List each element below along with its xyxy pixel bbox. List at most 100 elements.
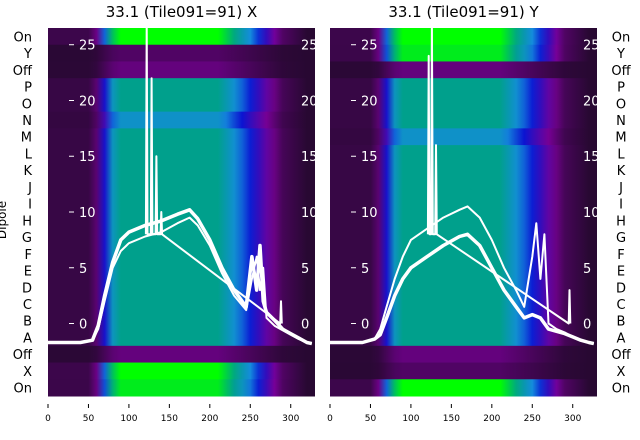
heatmap-row	[48, 345, 315, 364]
x-tick-label: 50	[365, 414, 377, 424]
x-tick-label: 300	[564, 414, 581, 424]
row-label: J	[618, 181, 623, 196]
row-label: J	[27, 181, 32, 196]
row-label: K	[23, 164, 32, 179]
chart-title: 33.1 (Tile091=91) Y	[388, 3, 539, 21]
overlap-y-tick-label: 5	[583, 262, 591, 277]
x-tick-label: 100	[402, 414, 419, 424]
heatmap-row	[48, 161, 315, 180]
inner-y-tick-label: 25	[361, 39, 378, 54]
inner-y-tick-label: 0	[79, 318, 87, 333]
heatmap-row	[330, 94, 597, 113]
row-label: L	[25, 147, 33, 162]
row-label: On	[612, 382, 630, 397]
heatmap-row	[330, 212, 597, 230]
heatmap-row	[330, 262, 597, 280]
x-tick-label: 100	[120, 414, 137, 424]
overlap-y-tick-label: 0	[583, 318, 591, 333]
x-tick-label: 200	[483, 414, 500, 424]
heatmap-row	[48, 145, 315, 163]
inner-y-tick-label: 10	[79, 206, 96, 221]
series-line-2	[48, 208, 313, 346]
inner-y-tick-label: 20	[79, 94, 96, 109]
overlap-y-tick-label: 20	[301, 94, 318, 109]
heatmap-row	[48, 44, 315, 62]
series-spikes	[426, 28, 572, 325]
heatmap-row	[330, 295, 597, 313]
x-tick-label: 300	[282, 414, 299, 424]
heatmap-row	[330, 78, 597, 96]
heatmap-row	[330, 379, 597, 397]
heatmap-row	[330, 329, 597, 347]
x-tick-label: 250	[242, 414, 259, 424]
row-label: H	[616, 214, 626, 229]
row-label: G	[616, 231, 626, 246]
inner-y-tick-label: 25	[79, 39, 96, 54]
heatmap-row	[48, 228, 315, 246]
heatmap-row	[48, 312, 315, 330]
row-label: A	[23, 331, 32, 346]
row-label: E	[24, 265, 32, 280]
row-label: H	[22, 214, 32, 229]
row-label: X	[617, 365, 626, 380]
heatmap-row	[48, 295, 315, 313]
row-label: K	[617, 164, 626, 179]
inner-y-tick-label: 20	[361, 94, 378, 109]
overlap-y-tick-label: 0	[301, 318, 309, 333]
row-label: E	[617, 265, 625, 280]
overlap-y-tick-label: 20	[583, 94, 600, 109]
series-line-2	[330, 232, 595, 346]
row-label: O	[22, 97, 32, 112]
row-label: B	[23, 315, 32, 330]
row-label: X	[23, 365, 32, 380]
heatmap-row	[330, 228, 597, 246]
row-label: On	[14, 30, 32, 45]
heatmap-row	[330, 245, 597, 263]
row-label: O	[616, 97, 626, 112]
row-label: I	[28, 198, 32, 213]
overlap-y-tick-label: 25	[301, 39, 318, 54]
heatmap-row	[330, 28, 597, 46]
heatmap-row	[48, 329, 315, 347]
heatmap-row	[48, 178, 315, 196]
row-label: N	[616, 114, 626, 129]
row-label: D	[616, 281, 626, 296]
x-tick-label: 250	[524, 414, 541, 424]
heatmap-row	[330, 61, 597, 79]
heatmap-row	[48, 128, 315, 146]
row-label: M	[615, 131, 626, 146]
inner-y-tick-label: 5	[79, 262, 87, 277]
overlap-y-tick-label: 25	[583, 39, 600, 54]
heatmap-row	[48, 78, 315, 96]
heatmap-row	[48, 94, 315, 113]
overlap-y-tick-label: 15	[301, 150, 318, 165]
overlap-y-tick-label: 10	[301, 206, 318, 221]
chart-title: 33.1 (Tile091=91) X	[106, 3, 257, 21]
heatmap-row	[330, 128, 597, 146]
heatmap-row	[330, 145, 597, 163]
row-label: F	[617, 248, 624, 263]
heatmap-row	[330, 161, 597, 180]
heatmap-row	[330, 278, 597, 297]
row-label: C	[23, 298, 32, 313]
series-spikes	[144, 28, 283, 325]
heatmap-row	[330, 345, 597, 364]
row-label: On	[14, 382, 32, 397]
row-label: N	[22, 114, 32, 129]
row-label: Off	[13, 348, 33, 363]
row-label: Y	[616, 47, 625, 62]
row-label: D	[22, 281, 32, 296]
row-label: A	[617, 331, 626, 346]
row-label: I	[619, 198, 623, 213]
heatmap-row	[48, 278, 315, 297]
y-axis-label: Dipole	[0, 201, 9, 239]
row-label: P	[617, 81, 625, 96]
row-label: M	[21, 131, 32, 146]
heatmap-row	[48, 262, 315, 280]
inner-y-tick-label: 0	[361, 318, 369, 333]
heatmap-row	[48, 28, 315, 46]
heatmap-row	[330, 44, 597, 62]
